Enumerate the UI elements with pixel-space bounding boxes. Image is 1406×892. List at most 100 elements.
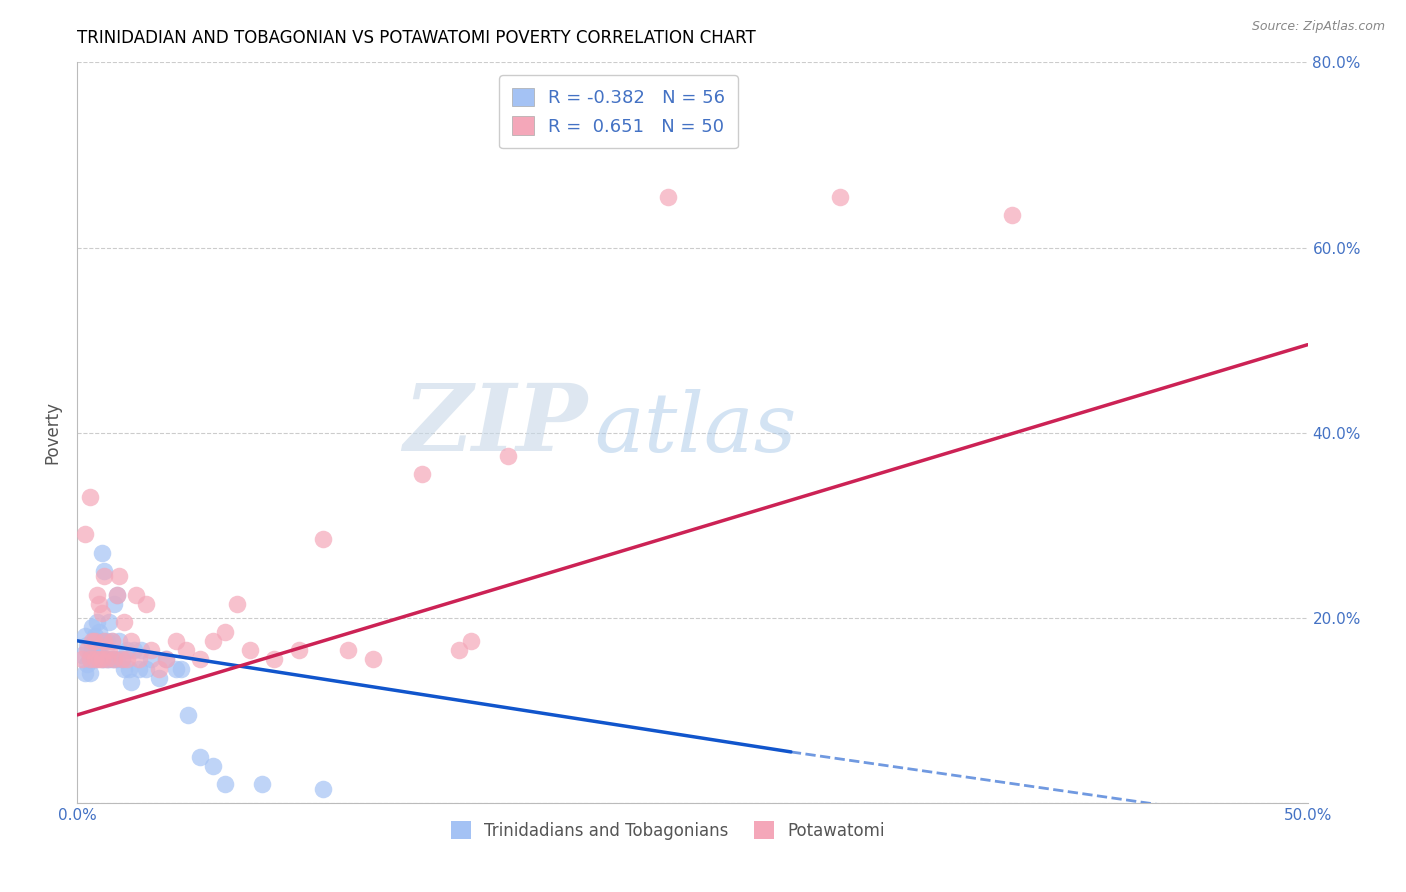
Point	[122, 643, 145, 657]
Point	[111, 652, 132, 666]
Point	[460, 633, 482, 648]
Point	[79, 648, 101, 662]
Point	[112, 615, 135, 630]
Point	[129, 643, 153, 657]
Point	[96, 652, 118, 666]
Point	[70, 652, 93, 666]
Point	[288, 643, 311, 657]
Point	[73, 527, 96, 541]
Point	[657, 189, 679, 203]
Point	[101, 652, 124, 666]
Legend: Trinidadians and Tobagonians, Potawatomi: Trinidadians and Tobagonians, Potawatomi	[444, 814, 891, 847]
Point	[79, 666, 101, 681]
Point	[496, 449, 519, 463]
Point	[86, 633, 108, 648]
Point	[239, 643, 262, 657]
Point	[188, 749, 212, 764]
Point	[82, 633, 104, 648]
Point	[83, 652, 105, 666]
Point	[312, 781, 335, 796]
Point	[263, 652, 285, 666]
Point	[90, 633, 114, 648]
Point	[83, 633, 105, 648]
Point	[830, 189, 852, 203]
Point	[86, 652, 108, 666]
Point	[361, 652, 384, 666]
Point	[82, 639, 104, 653]
Point	[165, 633, 187, 648]
Point	[250, 777, 273, 791]
Point	[93, 633, 115, 648]
Point	[98, 615, 121, 630]
Point	[82, 620, 104, 634]
Point	[93, 565, 115, 579]
Point	[79, 491, 101, 505]
Point	[177, 707, 200, 722]
Point	[135, 597, 157, 611]
Point	[73, 666, 96, 681]
Point	[141, 652, 163, 666]
Point	[411, 467, 433, 482]
Point	[108, 633, 131, 648]
Point	[135, 662, 157, 676]
Point	[155, 652, 177, 666]
Point	[103, 597, 125, 611]
Point	[105, 588, 128, 602]
Text: TRINIDADIAN AND TOBAGONIAN VS POTAWATOMI POVERTY CORRELATION CHART: TRINIDADIAN AND TOBAGONIAN VS POTAWATOMI…	[77, 29, 756, 47]
Point	[165, 662, 187, 676]
Point	[148, 671, 170, 685]
Point	[115, 643, 138, 657]
Point	[1001, 208, 1024, 222]
Point	[83, 648, 105, 662]
Point	[121, 633, 143, 648]
Point	[98, 652, 121, 666]
Point	[115, 652, 138, 666]
Point	[447, 643, 470, 657]
Point	[89, 648, 111, 662]
Point	[90, 652, 114, 666]
Point	[83, 652, 105, 666]
Point	[89, 643, 111, 657]
Point	[337, 643, 360, 657]
Point	[141, 643, 163, 657]
Point	[96, 633, 118, 648]
Point	[125, 588, 148, 602]
Point	[96, 652, 118, 666]
Point	[101, 633, 124, 648]
Point	[103, 652, 125, 666]
Point	[86, 588, 108, 602]
Point	[83, 629, 105, 643]
Text: atlas: atlas	[595, 389, 796, 469]
Point	[93, 652, 115, 666]
Point	[214, 624, 236, 639]
Point	[93, 569, 115, 583]
Text: Source: ZipAtlas.com: Source: ZipAtlas.com	[1251, 20, 1385, 33]
Point	[108, 569, 131, 583]
Point	[79, 652, 101, 666]
Point	[105, 652, 128, 666]
Point	[73, 629, 96, 643]
Point	[79, 652, 101, 666]
Point	[90, 652, 114, 666]
Point	[98, 643, 121, 657]
Point	[89, 624, 111, 639]
Point	[90, 606, 114, 620]
Point	[82, 652, 104, 666]
Point	[188, 652, 212, 666]
Point	[312, 532, 335, 546]
Point	[201, 758, 224, 772]
Point	[101, 633, 124, 648]
Point	[148, 662, 170, 676]
Point	[121, 675, 143, 690]
Point	[89, 597, 111, 611]
Point	[174, 643, 197, 657]
Point	[118, 662, 141, 676]
Point	[103, 652, 125, 666]
Point	[226, 597, 249, 611]
Point	[214, 777, 236, 791]
Point	[155, 652, 177, 666]
Point	[90, 546, 114, 560]
Point	[76, 657, 98, 671]
Point	[111, 652, 132, 666]
Point	[201, 633, 224, 648]
